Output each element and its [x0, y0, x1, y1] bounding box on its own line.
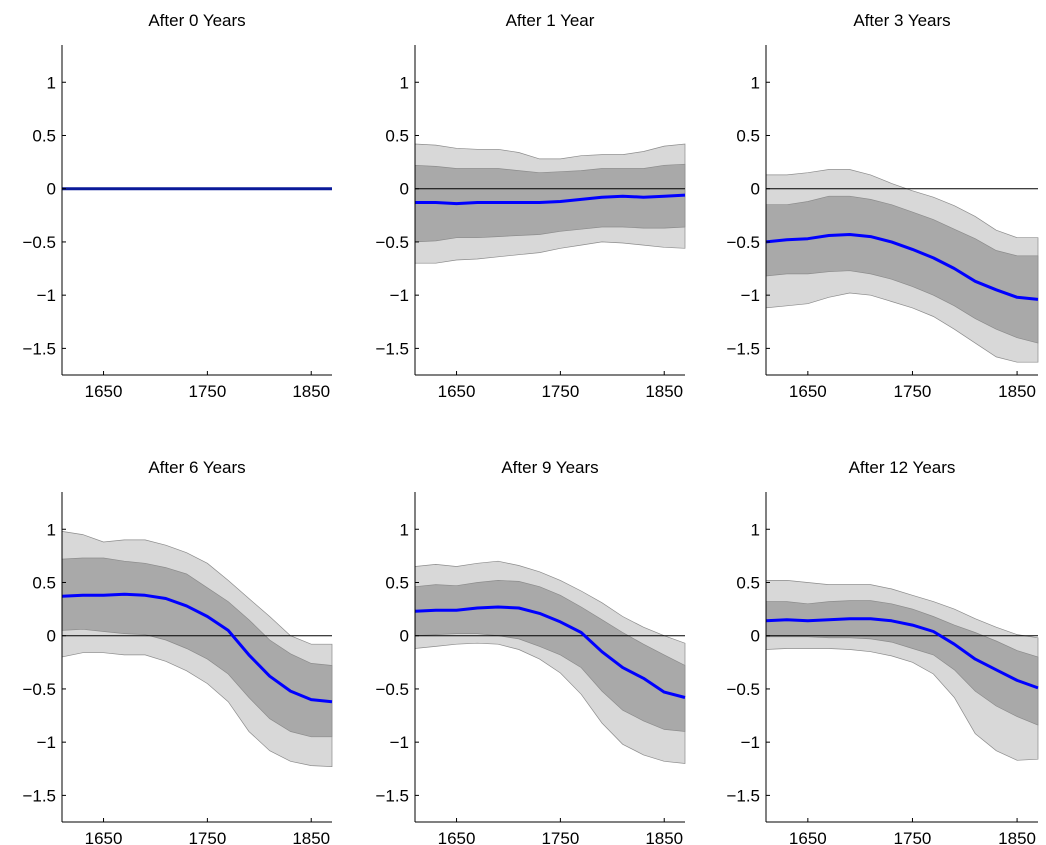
panel-1: −1.5 −1 −0.5 0 0.5 1 1650 1750 1850 After 0 Years [22, 11, 332, 401]
y-tick-label: 0 [751, 627, 760, 646]
y-tick-label: −0.5 [726, 233, 760, 252]
y-tick-label: −1.5 [22, 786, 56, 805]
x-tick-label: 1650 [85, 829, 123, 845]
y-tick-label: −0.5 [375, 680, 409, 699]
median-line [765, 233, 1039, 301]
panel-4: −1.5 −1 −0.5 0 0.5 1 1650 1750 1850 After 6 Years [22, 458, 333, 845]
y-tick-label: 0 [400, 627, 409, 646]
y-tick-label: −1.5 [726, 786, 760, 805]
inner-band [765, 195, 1039, 344]
inner-band [765, 600, 1039, 726]
y-tick-label: −1 [390, 733, 409, 752]
panel-title: After 12 Years [849, 458, 956, 477]
y-tick-label: 0.5 [736, 573, 760, 592]
panel-3: −1.5 −1 −0.5 0 0.5 1 1650 1750 1850 After 3 Years [726, 11, 1039, 401]
inner-band [414, 580, 686, 732]
x-tick-label: 1850 [645, 829, 683, 845]
panel-title: After 1 Year [506, 11, 595, 30]
panel-5: −1.5 −1 −0.5 0 0.5 1 1650 1750 1850 After 9 Years [375, 458, 686, 845]
y-tick-label: 1 [751, 520, 760, 539]
x-tick-label: 1750 [894, 382, 932, 401]
x-tick-label: 1750 [188, 382, 226, 401]
inner-band [61, 557, 333, 738]
x-tick-label: 1850 [645, 382, 683, 401]
y-tick-label: −1 [741, 733, 760, 752]
y-tick-label: −0.5 [726, 680, 760, 699]
panel-title: After 9 Years [501, 458, 598, 477]
panel-title: After 3 Years [853, 11, 950, 30]
x-tick-label: 1850 [292, 829, 330, 845]
y-tick-label: 0 [751, 180, 760, 199]
x-tick-label: 1650 [789, 382, 827, 401]
y-tick-label: 0.5 [385, 573, 409, 592]
median-line [414, 605, 686, 699]
y-tick-label: 0.5 [32, 126, 56, 145]
y-tick-label: −1.5 [22, 339, 56, 358]
x-tick-label: 1750 [541, 382, 579, 401]
y-tick-label: 1 [400, 520, 409, 539]
y-tick-label: −1.5 [726, 339, 760, 358]
y-tick-label: 1 [400, 73, 409, 92]
x-tick-label: 1850 [998, 829, 1036, 845]
panel-title: After 0 Years [148, 11, 245, 30]
y-tick-label: −1.5 [375, 786, 409, 805]
y-tick-label: −0.5 [375, 233, 409, 252]
x-tick-label: 1850 [998, 382, 1036, 401]
panel-6: −1.5 −1 −0.5 0 0.5 1 1650 1750 1850 After 12 Year… [726, 458, 1039, 845]
y-tick-label: 1 [47, 73, 56, 92]
y-tick-label: 1 [751, 73, 760, 92]
y-tick-label: 0.5 [32, 573, 56, 592]
x-tick-label: 1750 [541, 829, 579, 845]
median-line [415, 193, 686, 206]
y-tick-label: 0 [47, 180, 56, 199]
x-tick-label: 1650 [438, 829, 476, 845]
y-tick-label: 0 [400, 180, 409, 199]
x-tick-label: 1750 [188, 829, 226, 845]
y-tick-label: −1 [741, 286, 760, 305]
y-tick-label: −1 [37, 733, 56, 752]
x-tick-label: 1650 [438, 382, 476, 401]
y-tick-label: 1 [47, 520, 56, 539]
median-line [61, 592, 333, 704]
y-tick-label: 0 [47, 627, 56, 646]
panel-title: After 6 Years [148, 458, 245, 477]
y-tick-label: −1.5 [375, 339, 409, 358]
panel-2: −1.5 −1 −0.5 0 0.5 1 1650 1750 1850 After 1 Year [375, 11, 686, 401]
y-tick-label: −1 [37, 286, 56, 305]
y-tick-label: −1 [390, 286, 409, 305]
median-line [765, 617, 1039, 690]
y-tick-label: 0.5 [385, 126, 409, 145]
x-tick-label: 1650 [85, 382, 123, 401]
x-tick-label: 1850 [292, 382, 330, 401]
y-tick-label: −0.5 [22, 680, 56, 699]
y-tick-label: 0.5 [736, 126, 760, 145]
x-tick-label: 1650 [789, 829, 827, 845]
x-tick-label: 1750 [894, 829, 932, 845]
y-tick-label: −0.5 [22, 233, 56, 252]
